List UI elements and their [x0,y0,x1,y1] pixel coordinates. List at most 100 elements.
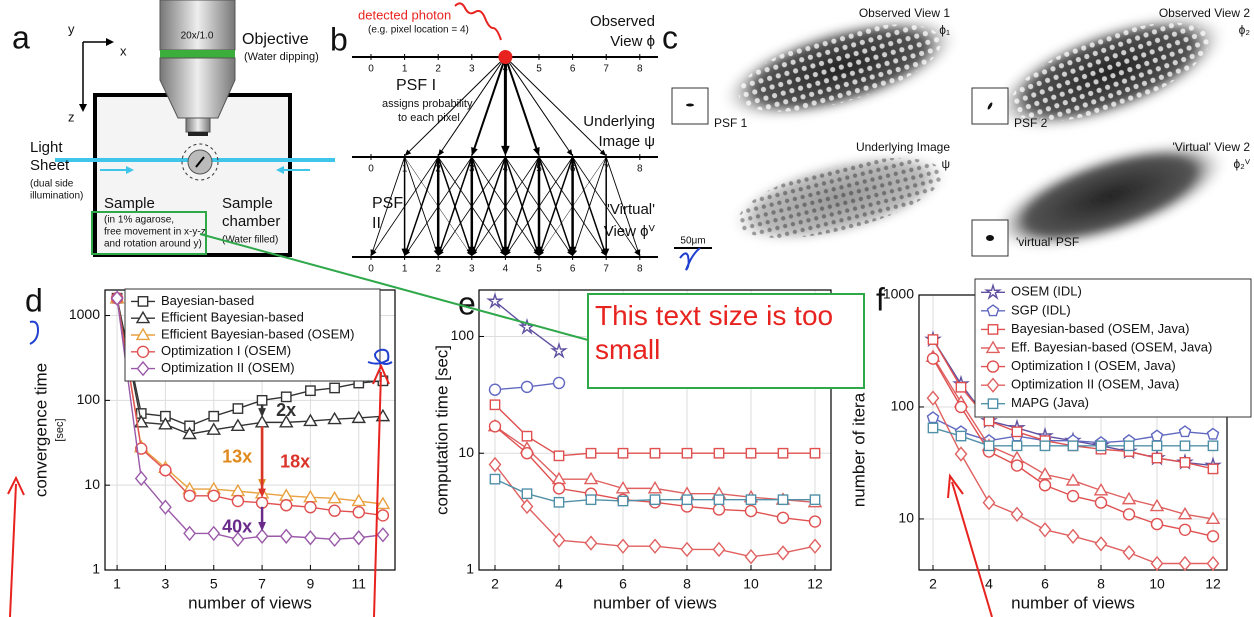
marker [1180,524,1191,535]
image-symbol: ψ [941,157,950,171]
sample-note: and rotation around y) [104,239,202,250]
marker [650,495,659,504]
photon-dot [498,50,512,64]
psf-label: PSF 1 [714,116,748,130]
light-sheet-note: illumination) [30,191,83,202]
marker [714,495,723,504]
panel-b: b detected photon (e.g. pixel location =… [330,3,658,274]
marker [209,412,218,421]
image-symbol: ϕ₂ [1239,23,1251,37]
legend-label: SGP (IDL) [1011,302,1071,317]
pixel-number: 6 [570,64,576,75]
marker [928,423,937,432]
scale-bar-label: 50μm [680,236,705,247]
legend-label: Efficient Bayesian-based (OSEM) [161,326,354,341]
marker [1208,464,1217,473]
pixel-number: 8 [637,164,643,175]
marker [778,449,787,458]
shape-rect [186,118,210,132]
sample-note: free movement in x-y-z [104,227,206,238]
pixel-number: 0 [368,164,374,175]
pixel-number: 1 [402,64,408,75]
pixel-number: 0 [368,264,374,275]
light-sheet-label: Light [30,139,63,156]
marker [184,490,195,501]
x-tick-label: 11 [351,576,366,592]
y-axis-unit: [sec] [54,418,66,441]
pixel-number: 7 [603,264,609,275]
marker [746,495,755,504]
marker [1068,491,1079,502]
psf-note: assigns probability [382,98,473,110]
shape-rect [188,132,208,136]
marker [353,507,364,518]
image-label: Observed View 1 [859,6,950,20]
y-tick-label: 1 [92,561,100,577]
marker [1124,509,1135,520]
marker [1152,453,1161,462]
marker [928,335,937,344]
shape-polygon [106,38,114,46]
marker [956,383,965,392]
axis-label: z [68,109,75,124]
row-label: Underlying [583,113,655,130]
x-tick-label: 4 [985,576,993,592]
psf-arrow [472,157,504,250]
marker [1012,427,1021,436]
shape-path [680,248,700,270]
marker [138,346,149,357]
pixel-number: 8 [637,264,643,275]
marker [208,490,219,501]
x-axis-label: number of views [1011,593,1135,612]
marker [232,496,243,507]
marker [682,495,691,504]
marker [746,506,757,517]
pixel-number: 1 [402,264,408,275]
row-label: View ϕ [610,33,655,50]
annotation: 18x [280,451,310,471]
annotation: 40x [222,516,252,536]
marker [330,383,339,392]
psf-label: 'virtual' PSF [1016,235,1079,249]
chamber-label: chamber [222,213,280,230]
marker [586,495,595,504]
marker [618,449,627,458]
psf-arrow-head [567,149,573,156]
psf-label: PSF I [396,77,436,94]
shape-line [10,484,16,617]
marker [1208,531,1219,542]
objective-note: (Water dipping) [244,51,319,63]
marker [554,451,563,460]
panel-label: d [25,282,43,318]
x-tick-label: 2 [491,576,499,592]
panel-a: a y x z 20x/1.0 Objective (Water dipping… [12,0,335,255]
marker [1012,441,1021,450]
x-tick-label: 2 [929,576,937,592]
marker [522,431,531,440]
marker [490,400,499,409]
sample-label: Sample [104,195,155,212]
marker [554,498,563,507]
chamber-label: Sample [222,195,273,212]
row-label: Image ψ [598,133,655,150]
shape-ellipse [986,235,994,241]
x-tick-label: 6 [1041,576,1049,592]
image-label: Observed View 2 [1159,6,1250,20]
marker [682,449,691,458]
marker [650,449,659,458]
marker [1152,519,1163,530]
shape-rect [160,50,235,58]
x-tick-label: 6 [619,576,627,592]
light-sheet-label: Sheet [30,157,70,174]
photon-note: (e.g. pixel location = 4) [368,25,469,36]
psf-arrow [539,157,571,250]
photon-label: detected photon [358,7,451,22]
marker [984,441,993,450]
marker [810,449,819,458]
x-axis-label: number of views [188,593,312,612]
psf-arrow [474,157,506,250]
pixel-number: 2 [435,264,441,275]
y-tick-label: 100 [891,398,915,414]
marker [956,401,967,412]
psf-arrow-head [533,147,540,156]
